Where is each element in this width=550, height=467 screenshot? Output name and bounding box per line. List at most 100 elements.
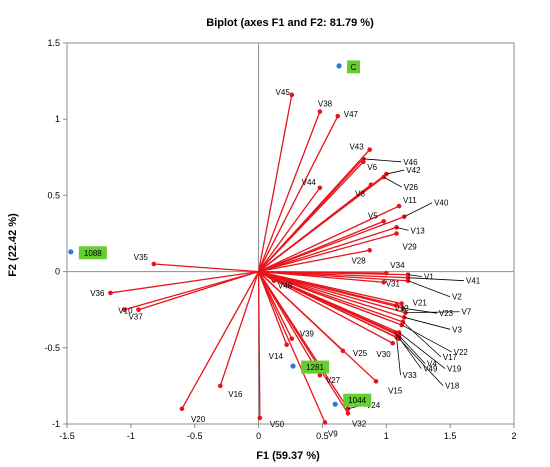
variable-label-v37: V37 — [128, 313, 143, 322]
observation-point-1044 — [332, 401, 338, 407]
variable-label-v16: V16 — [228, 390, 243, 399]
variable-label-v42: V42 — [406, 166, 421, 175]
variable-label-v22: V22 — [454, 348, 469, 357]
vector-v39 — [257, 271, 293, 339]
leader-line-v1 — [407, 274, 423, 278]
vector-point-v34 — [383, 270, 389, 276]
label-leader-lines — [347, 158, 465, 410]
x-tick-label: 1 — [384, 431, 389, 441]
vector-point-v15 — [373, 379, 379, 384]
vector-v29 — [258, 232, 397, 273]
vector-v42 — [258, 173, 387, 273]
variable-label-v14: V14 — [269, 352, 284, 361]
vector-v37 — [124, 270, 259, 311]
vector-v32 — [258, 271, 349, 414]
variable-label-v41: V41 — [466, 277, 481, 286]
observation-label-c: C — [351, 63, 357, 72]
variable-label-v43: V43 — [349, 143, 364, 152]
vector-v30 — [258, 271, 393, 344]
variable-label-v32: V32 — [352, 419, 367, 428]
x-axis-title: F1 (59.37 %) — [256, 450, 320, 462]
vector-v13 — [258, 226, 397, 273]
x-tick-label: -1.5 — [59, 431, 75, 441]
vector-v3 — [258, 270, 405, 318]
variable-label-v33: V33 — [403, 371, 418, 380]
variable-label-v44: V44 — [302, 178, 317, 187]
variable-label-v36: V36 — [90, 289, 105, 298]
leader-line-v23 — [402, 307, 437, 314]
leader-line-v33 — [396, 337, 401, 376]
vector-v38 — [257, 111, 321, 272]
x-tick-label: 1.5 — [444, 431, 457, 441]
variable-label-v29: V29 — [403, 243, 418, 252]
vector-point-v31 — [381, 279, 387, 285]
variable-label-v13: V13 — [411, 226, 426, 235]
vector-v47 — [257, 115, 339, 272]
observation-label-box-c — [347, 60, 361, 74]
plot-area: -1.5 -1 -0.5 0 0.5 1 1.5 2 -1-0.500.511.5 V1V2V… — [44, 38, 516, 441]
variable-label-v1: V1 — [424, 273, 434, 282]
variable-label-v19: V19 — [447, 365, 462, 374]
vector-point-v9 — [322, 420, 328, 425]
variable-label-v10: V10 — [118, 307, 133, 316]
variable-label-v26: V26 — [404, 183, 419, 192]
variable-label-v2: V2 — [452, 293, 462, 302]
variable-label-v8: V8 — [355, 190, 365, 199]
x-tick-label: -0.5 — [187, 431, 203, 441]
y-axis-title: F2 (22.42 %) — [7, 213, 19, 277]
vector-point-v14 — [284, 342, 289, 348]
y-tick-label: -0.5 — [44, 343, 60, 353]
variable-label-v21: V21 — [413, 299, 428, 308]
vector-v20 — [181, 271, 260, 410]
variable-label-v3: V3 — [452, 325, 462, 334]
vector-v14 — [257, 271, 288, 345]
leader-line-v49 — [394, 332, 422, 369]
vector-v9 — [257, 271, 326, 423]
observations: C 1088 1281 1044 — [68, 60, 372, 407]
variable-label-v49: V49 — [423, 365, 438, 374]
leader-line-v18 — [398, 338, 444, 386]
y-tick-label: -1 — [52, 419, 60, 429]
variable-label-v27: V27 — [326, 376, 341, 385]
vector-v21 — [258, 270, 402, 305]
vector-v25 — [258, 271, 344, 352]
y-axis-ticks: -1 -0.5 0 0.5 1 1.5 — [44, 38, 67, 429]
observation-label-box-1088 — [78, 246, 107, 260]
variable-label-v24: V24 — [366, 401, 381, 410]
observation-label-box-1281 — [301, 360, 330, 374]
leader-line-v22 — [401, 324, 452, 353]
variable-label-v7: V7 — [461, 308, 471, 317]
leader-line-v13 — [396, 227, 409, 231]
vector-v44 — [258, 187, 321, 272]
y-tick-label: 0 — [55, 267, 60, 277]
leader-line-v41 — [407, 277, 465, 282]
x-tick-label: 2 — [511, 431, 516, 441]
vector-v49 — [258, 271, 396, 334]
leader-line-v26 — [383, 176, 402, 188]
observation-label-1088: 1088 — [84, 249, 102, 258]
observation-point-1281 — [290, 363, 296, 369]
y-tick-label: 1.5 — [47, 38, 60, 48]
plot-frame — [66, 42, 515, 425]
variable-label-v40: V40 — [434, 199, 449, 208]
variable-label-v38: V38 — [318, 100, 333, 109]
variable-labels: V1 V2 V3 V4 V5 V6 V7 V8 V9 V10 V11 V12 V13 V14 V15 V16 V… — [90, 88, 481, 439]
vector-point-v21 — [399, 301, 404, 306]
leader-line-v46 — [363, 158, 402, 163]
vector-v40 — [258, 216, 405, 273]
vector-v45 — [257, 94, 293, 272]
vector-point-v44 — [317, 185, 323, 191]
vector-point-v43 — [367, 147, 372, 152]
vector-point-v25 — [340, 348, 346, 354]
variable-label-v23: V23 — [439, 309, 454, 318]
variable-label-v39: V39 — [300, 330, 315, 339]
vector-point-v38 — [317, 109, 323, 114]
vector-point-v11 — [396, 203, 402, 209]
observation-label-1044: 1044 — [348, 396, 366, 405]
vector-point-v32 — [345, 411, 351, 416]
vector-point-v5 — [381, 219, 387, 224]
variable-label-v47: V47 — [344, 110, 359, 119]
vector-point-v29 — [394, 231, 399, 236]
vector-v23 — [258, 270, 404, 309]
